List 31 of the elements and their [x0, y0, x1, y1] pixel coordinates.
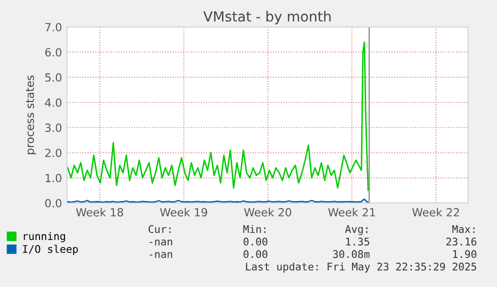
chart-title: VMstat - by month	[203, 10, 331, 24]
y-tick-label: 4.0	[45, 98, 62, 107]
text: 0.00	[244, 238, 268, 246]
text: -nan	[150, 240, 172, 246]
text: 30.08m	[333, 250, 370, 258]
x-tick-label: Week 20	[244, 208, 292, 216]
text: Cur:	[148, 225, 170, 234]
x-tick-label: Week 18	[76, 208, 124, 216]
y-tick-label: 2.0	[45, 148, 62, 158]
x-tick-label: Week 22	[412, 208, 459, 216]
text: Max:	[452, 225, 474, 234]
y-tick-label: 3.0	[45, 124, 62, 132]
text: -nan	[150, 252, 172, 258]
text: 23.16	[446, 238, 476, 246]
text: Avg:	[345, 225, 368, 236]
y-tick-label: 1.0	[46, 174, 62, 182]
x-tick-label: Week 19	[160, 208, 208, 216]
y-tick-label: 6.0	[45, 48, 62, 57]
text: Min:	[243, 224, 266, 233]
text: 0.00	[244, 250, 268, 258]
text: 1.90	[453, 250, 476, 258]
y-tick-label: 0.0	[45, 198, 62, 208]
line-series	[67, 41, 369, 192]
text: Last update: Fri May 23 22:35:29 2025	[246, 262, 476, 273]
legend-label: I/O sleep	[23, 244, 78, 255]
y-tick-label: 5.0	[45, 73, 62, 82]
x-tick-label: Week 21	[328, 208, 375, 216]
y-tick-label: 7.0	[45, 22, 62, 32]
y-axis-title: process states	[26, 75, 36, 154]
text: 1.35	[346, 238, 370, 246]
legend-label: running	[24, 232, 65, 242]
